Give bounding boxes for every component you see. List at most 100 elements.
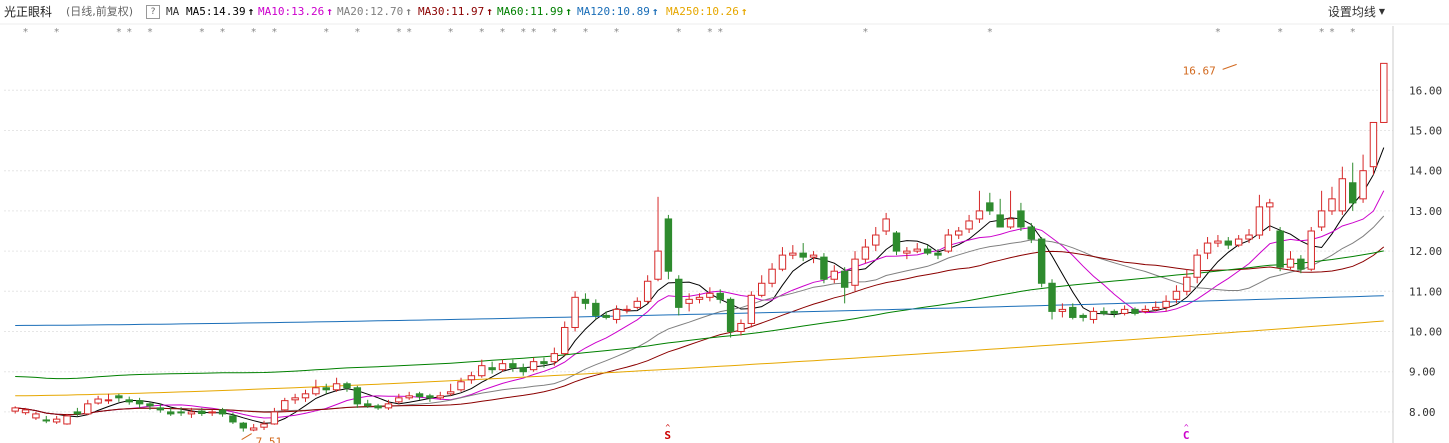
ma-line	[15, 147, 1385, 424]
event-marker-icon: *	[551, 27, 557, 38]
chevron-down-icon: ▼	[1378, 7, 1385, 16]
event-marker-icon: *	[199, 27, 205, 38]
candle-body	[633, 300, 642, 308]
candle-body	[954, 230, 963, 236]
candle-body	[675, 278, 683, 308]
candle-body	[1234, 238, 1243, 246]
candle-body	[612, 308, 621, 320]
candle-body	[135, 400, 144, 405]
candle-body	[239, 422, 248, 429]
candle-body	[436, 395, 445, 399]
candle-body	[602, 314, 610, 318]
candle-body	[757, 282, 766, 296]
ma-legend-value: MA10:13.26	[258, 5, 325, 18]
event-marker-icon: *	[126, 27, 132, 38]
low-label: 7.51	[256, 436, 283, 443]
candle-body	[934, 252, 942, 256]
ma-legend-value: MA20:12.70	[337, 5, 404, 18]
ma-legend-value: MA120:10.89	[577, 5, 650, 18]
candle-body	[1193, 254, 1201, 278]
high-pointer	[1222, 63, 1237, 70]
low-pointer	[241, 433, 252, 441]
candle-body	[550, 353, 559, 363]
event-marker-icon: *	[396, 27, 402, 38]
candle-body	[571, 296, 579, 328]
help-icon[interactable]: ?	[146, 5, 160, 19]
event-marker-icon: *	[717, 27, 723, 38]
candle-body	[1307, 230, 1315, 270]
candle-body	[198, 410, 206, 415]
candle-body	[851, 258, 859, 286]
candle-body	[166, 411, 175, 415]
candle-body	[1058, 308, 1067, 312]
candle-body	[301, 393, 310, 399]
candle-body	[882, 218, 890, 232]
candle-body	[1172, 290, 1181, 300]
ma-line	[15, 320, 1384, 397]
candle-body	[1079, 314, 1087, 318]
candle-body	[519, 367, 527, 373]
arrow-up-icon: ↑	[326, 5, 333, 18]
event-marker-icon: *	[147, 27, 153, 38]
candle-body	[830, 270, 839, 280]
event-marker-icon: *	[500, 27, 506, 38]
candle-body	[291, 397, 299, 401]
candle-body	[903, 250, 911, 254]
chart-header: 光正眼科 (日线,前复权) ? MA MA5:14.39 ↑ MA10:13.26 ↑…	[0, 0, 1449, 24]
candle-body	[1224, 240, 1233, 246]
candle-body	[965, 220, 973, 230]
candle-body	[747, 294, 756, 324]
candle-body	[923, 248, 932, 254]
candle-body	[1380, 62, 1388, 123]
candle-body	[540, 361, 548, 365]
candle-body	[32, 413, 40, 419]
candle-body	[560, 326, 569, 355]
candle-body	[478, 365, 486, 377]
event-marker-icon: *	[520, 27, 526, 38]
candle-body	[63, 415, 71, 425]
y-tick-label: 16.00	[1409, 84, 1442, 97]
candle-body	[789, 252, 797, 256]
candle-body	[623, 308, 631, 311]
event-marker-icon: ^	[665, 423, 670, 432]
candle-body	[654, 250, 662, 280]
candle-body	[115, 395, 123, 399]
event-marker-icon: *	[479, 27, 485, 38]
arrow-up-icon: ↑	[740, 5, 748, 18]
candle-body	[1297, 258, 1305, 270]
candle-body	[498, 363, 507, 371]
event-marker-icon: *	[1350, 27, 1356, 38]
y-tick-label: 15.00	[1409, 125, 1442, 138]
candle-body	[1120, 308, 1129, 314]
event-marker-icon: *	[1329, 27, 1335, 38]
candle-body	[1338, 178, 1347, 212]
candle-body	[1048, 282, 1056, 312]
candle-body	[384, 403, 393, 409]
ma-legend-value: MA5:14.39	[186, 5, 246, 18]
candle-body	[457, 381, 465, 391]
candle-body	[892, 232, 901, 252]
event-marker-icon: *	[116, 27, 122, 38]
event-marker-icon: *	[862, 27, 868, 38]
candle-body	[996, 214, 1004, 228]
y-tick-label: 11.00	[1409, 285, 1442, 298]
candle-body	[1162, 300, 1170, 308]
y-tick-label: 8.00	[1409, 406, 1436, 419]
candle-body	[415, 393, 424, 398]
candle-body	[1017, 210, 1025, 228]
ma-legend-value: MA30:11.97	[418, 5, 485, 18]
event-marker-icon: *	[707, 27, 713, 38]
candle-body	[778, 254, 787, 270]
ma-line	[15, 190, 1385, 419]
ma-settings-button[interactable]: 设置均线 ▼	[1328, 0, 1385, 24]
candle-body	[1286, 258, 1295, 268]
candle-body	[840, 270, 849, 288]
candle-body	[1214, 240, 1222, 244]
candle-body	[260, 423, 268, 428]
candle-body	[208, 411, 216, 414]
arrow-up-icon: ↑	[405, 5, 412, 18]
candle-body	[1266, 202, 1274, 208]
ma-line	[15, 246, 1385, 416]
candle-body	[1348, 182, 1357, 204]
arrow-up-icon: ↑	[565, 5, 572, 18]
